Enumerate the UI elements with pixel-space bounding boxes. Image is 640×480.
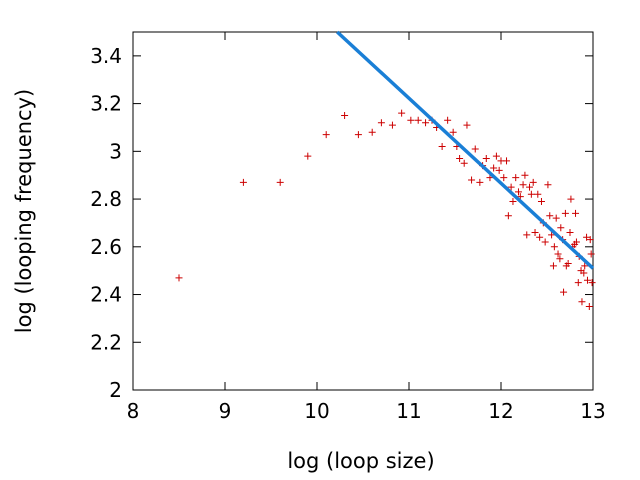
data-point bbox=[444, 116, 452, 124]
data-point bbox=[422, 119, 430, 127]
data-point bbox=[304, 152, 312, 160]
y-tick-label: 3.4 bbox=[90, 44, 122, 68]
fit-line bbox=[336, 30, 595, 270]
data-point bbox=[526, 183, 534, 191]
data-point bbox=[521, 171, 529, 179]
data-point bbox=[536, 233, 544, 241]
data-point bbox=[456, 154, 464, 162]
data-point bbox=[548, 231, 556, 239]
y-tick-label: 2 bbox=[109, 378, 122, 402]
y-tick-label: 2.8 bbox=[90, 187, 122, 211]
data-point bbox=[438, 143, 446, 151]
data-point bbox=[492, 152, 500, 160]
data-point bbox=[471, 145, 479, 153]
data-point bbox=[554, 250, 562, 258]
data-point bbox=[354, 131, 362, 139]
data-point bbox=[572, 238, 580, 246]
data-point bbox=[534, 190, 542, 198]
data-point bbox=[414, 116, 422, 124]
y-tick-label: 2.6 bbox=[90, 235, 122, 259]
data-point bbox=[546, 212, 554, 220]
data-point bbox=[276, 178, 284, 186]
data-point bbox=[175, 274, 183, 282]
data-point bbox=[377, 119, 385, 127]
y-tick-label: 3.2 bbox=[90, 92, 122, 116]
data-point bbox=[585, 302, 593, 310]
data-point bbox=[490, 164, 498, 172]
data-point bbox=[368, 128, 376, 136]
data-point bbox=[537, 197, 545, 205]
plot-frame bbox=[132, 31, 594, 391]
data-point bbox=[541, 238, 549, 246]
y-axis-title: log (looping frequency) bbox=[12, 89, 36, 333]
data-point bbox=[512, 174, 520, 182]
data-point bbox=[514, 188, 522, 196]
data-marks bbox=[175, 30, 596, 310]
data-point bbox=[552, 214, 560, 222]
data-point bbox=[567, 195, 575, 203]
data-point bbox=[523, 231, 531, 239]
data-point bbox=[574, 279, 582, 287]
data-point bbox=[507, 183, 515, 191]
y-tick-label: 2.2 bbox=[90, 330, 122, 354]
data-point bbox=[550, 243, 558, 251]
x-tick-label: 8 bbox=[127, 399, 140, 423]
data-point bbox=[580, 269, 588, 277]
data-point bbox=[322, 131, 330, 139]
x-tick-label: 12 bbox=[488, 399, 513, 423]
data-point bbox=[581, 262, 589, 270]
data-point bbox=[468, 176, 476, 184]
data-point bbox=[566, 228, 574, 236]
data-point bbox=[519, 181, 527, 189]
data-point bbox=[476, 178, 484, 186]
data-point bbox=[561, 209, 569, 217]
data-point bbox=[341, 112, 349, 120]
data-point bbox=[482, 154, 490, 162]
data-point bbox=[587, 250, 595, 258]
data-point bbox=[509, 197, 517, 205]
data-point bbox=[572, 209, 580, 217]
data-point bbox=[495, 166, 503, 174]
data-point bbox=[449, 128, 457, 136]
data-point bbox=[388, 121, 396, 129]
data-point bbox=[564, 260, 572, 268]
data-point bbox=[560, 288, 568, 296]
data-point bbox=[544, 181, 552, 189]
y-tick-label: 2.4 bbox=[90, 283, 122, 307]
data-point bbox=[556, 255, 564, 263]
data-point bbox=[586, 236, 594, 244]
data-point bbox=[527, 190, 535, 198]
data-point bbox=[531, 228, 539, 236]
x-tick-label: 10 bbox=[304, 399, 329, 423]
data-point bbox=[583, 276, 591, 284]
data-point bbox=[529, 178, 537, 186]
data-point bbox=[500, 174, 508, 182]
data-point bbox=[504, 212, 512, 220]
data-point bbox=[583, 233, 591, 241]
data-point bbox=[549, 262, 557, 270]
axis-ticks: 8 9 10 11 12 13 2 2.2 2.4 2.6 2.8 3 3.2 3.4 bbox=[90, 32, 606, 423]
x-tick-label: 13 bbox=[580, 399, 605, 423]
y-tick-label: 3 bbox=[109, 139, 122, 163]
data-point bbox=[588, 279, 596, 287]
data-point bbox=[578, 298, 586, 306]
data-point bbox=[407, 116, 415, 124]
x-tick-label: 9 bbox=[219, 399, 232, 423]
data-point bbox=[239, 178, 247, 186]
x-axis-title: log (loop size) bbox=[287, 449, 434, 473]
data-point bbox=[398, 109, 406, 117]
data-point bbox=[463, 121, 471, 129]
x-tick-label: 11 bbox=[396, 399, 421, 423]
data-point bbox=[503, 157, 511, 165]
data-point bbox=[557, 224, 565, 232]
data-point bbox=[460, 159, 468, 167]
